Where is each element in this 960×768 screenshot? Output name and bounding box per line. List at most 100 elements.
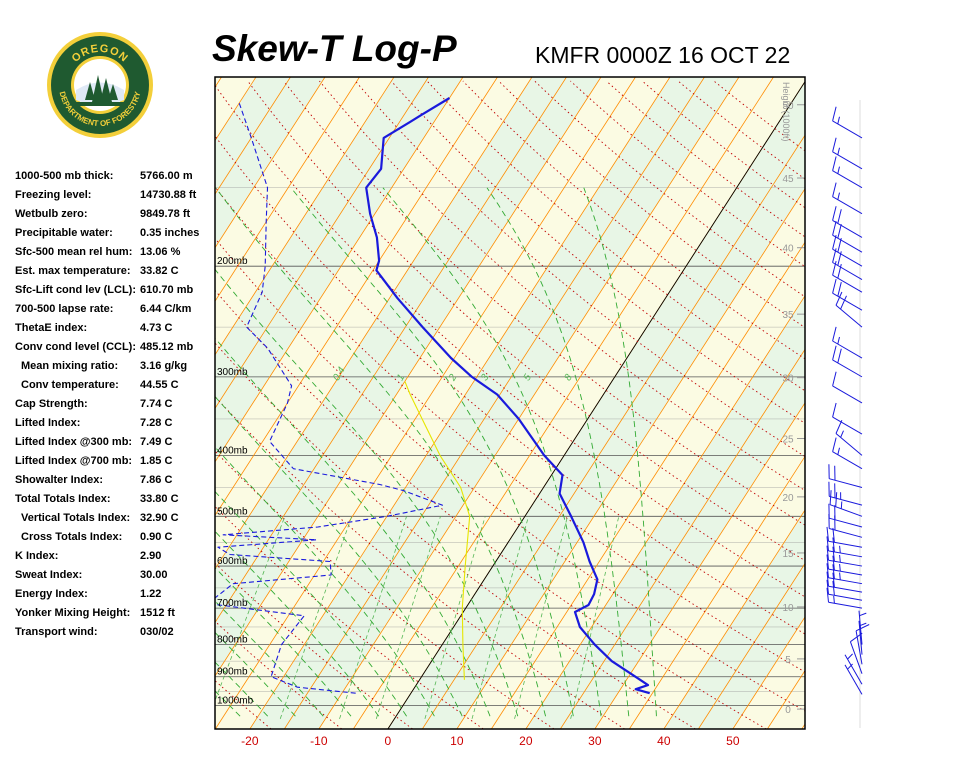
wind-barb-half-feather	[837, 192, 840, 200]
stat-value: 0.35 inches	[140, 227, 200, 239]
wind-barbs	[826, 106, 870, 695]
wind-barb-staff	[832, 196, 863, 215]
stat-row: Mean mixing ratio: 3.16 g/kg	[15, 357, 215, 376]
wind-barb-staff	[832, 262, 863, 280]
wind-barb-feather	[832, 278, 837, 294]
height-tick-label: 45	[782, 174, 794, 185]
wind-barb-staff	[844, 654, 863, 685]
wind-barb-feather	[837, 223, 842, 239]
plot-frame	[214, 76, 806, 730]
stat-value: 13.06 %	[140, 246, 181, 258]
wind-barb-staff	[858, 620, 863, 655]
stat-value: 33.80 C	[140, 493, 179, 505]
wind-barb-half-feather	[839, 572, 841, 580]
wind-barb-feather	[832, 546, 835, 562]
stat-value: 30.00	[140, 569, 168, 581]
stat-value: 610.70 mb	[140, 284, 194, 296]
wind-barb	[858, 610, 867, 645]
moist-adiabat-line	[0, 188, 185, 717]
isotherm-line	[215, 77, 464, 463]
mixing-ratio-label: 5	[522, 372, 535, 383]
wind-barb-half-feather	[837, 336, 840, 345]
wind-barb-staff	[832, 151, 863, 170]
isotherm-line	[215, 77, 222, 88]
wind-barb	[832, 345, 863, 378]
wind-barb	[826, 587, 863, 609]
wind-barb-feather	[837, 281, 842, 297]
wind-barb-staff	[832, 234, 863, 253]
isobar-label: 300mb	[217, 367, 248, 378]
temperature-band	[0, 77, 187, 729]
wind-barb-staff	[835, 304, 863, 328]
stat-value: 9849.78 ft	[140, 208, 191, 220]
dewpoint-trace	[215, 102, 443, 694]
moist-adiabat-line	[215, 395, 463, 717]
stat-value: 7.28 C	[140, 417, 173, 429]
dry-adiabat-line	[247, 80, 805, 562]
wind-barb-staff	[835, 433, 863, 456]
wind-barb-feather	[832, 402, 837, 418]
wind-barb-staff	[832, 340, 863, 359]
isobar-label: 1000mb	[217, 696, 254, 707]
stat-label: Conv temperature:	[21, 379, 119, 391]
wind-barb-feather	[832, 137, 837, 152]
temperature-bands	[0, 77, 805, 729]
wind-barb-half-feather	[833, 595, 835, 604]
wind-barb-feather	[832, 371, 837, 387]
wind-barb	[832, 137, 863, 170]
wind-barb-feather	[837, 263, 842, 279]
temperature-trace	[365, 97, 651, 695]
moist-adiabat-lines	[0, 187, 657, 717]
mixing-ratio-line	[339, 516, 407, 719]
isotherm-line	[215, 77, 567, 624]
wind-barb-half-feather	[847, 653, 853, 660]
wind-barb-half-feather	[837, 166, 840, 174]
isotherm-line	[0, 77, 153, 729]
moist-adiabat-line	[583, 187, 657, 717]
stat-value: 1512 ft	[140, 607, 175, 619]
isobar-label: 800mb	[217, 635, 248, 646]
stat-label: Lifted Index @300 mb:	[15, 436, 133, 448]
mixing-ratio-line	[471, 516, 529, 719]
moist-adiabat-line	[486, 187, 630, 717]
height-tick-label: 0	[785, 705, 791, 716]
stat-value: 5766.00 m	[140, 170, 193, 182]
wind-barb	[832, 371, 863, 404]
moist-adiabat-line	[215, 268, 519, 717]
stat-label: Precipitable water:	[15, 227, 113, 239]
stat-label: Lifted Index @700 mb:	[15, 455, 133, 467]
stat-row: Est. max temperature: 33.82 C	[15, 262, 215, 281]
stat-row: Sfc-500 mean rel hum: 13.06 %	[15, 243, 215, 262]
wind-barb	[832, 206, 863, 238]
isotherm-line	[215, 77, 533, 570]
stat-label: Lifted Index:	[15, 417, 81, 429]
stat-row: Precipitable water: 0.35 inches	[15, 224, 215, 243]
wind-barb	[835, 291, 863, 328]
station-time-label: KMFR 0000Z 16 OCT 22	[535, 42, 791, 68]
height-tick-label: 10	[782, 603, 794, 614]
stat-label: Sfc-500 mean rel hum:	[15, 246, 133, 258]
dry-adiabat-line	[0, 81, 130, 729]
stability-indices-panel: (function(){ const d = JSON.parse(docume…	[15, 167, 215, 642]
isotherm-line	[215, 77, 429, 410]
isotherm-line	[318, 77, 740, 729]
mixing-ratio-line	[375, 516, 441, 719]
height-axis-title: Height (1000ft)	[781, 82, 791, 142]
wind-barb	[832, 260, 863, 293]
wind-barb-staff	[832, 292, 863, 311]
wind-barb-feather	[832, 572, 835, 588]
sounding-traces	[215, 97, 651, 695]
wind-barb	[828, 481, 863, 506]
wind-barb	[826, 571, 863, 593]
stat-row: ThetaE index: 4.73 C	[15, 319, 215, 338]
mixing-ratio-line	[424, 516, 486, 719]
stat-label: Cap Strength:	[15, 398, 88, 410]
isobar-label: 900mb	[217, 667, 248, 678]
isobar-label: 700mb	[217, 598, 248, 609]
oregon-forestry-logo: OREGON DEPARTMENT OF FORESTRY	[45, 30, 155, 140]
height-tick-label: 50	[782, 101, 794, 112]
stat-row: Sfc-Lift cond lev (LCL): 610.70 mb	[15, 281, 215, 300]
wind-barb-feather	[832, 555, 835, 571]
moist-adiabat-line	[382, 187, 602, 717]
stat-label: ThetaE index:	[15, 322, 88, 334]
